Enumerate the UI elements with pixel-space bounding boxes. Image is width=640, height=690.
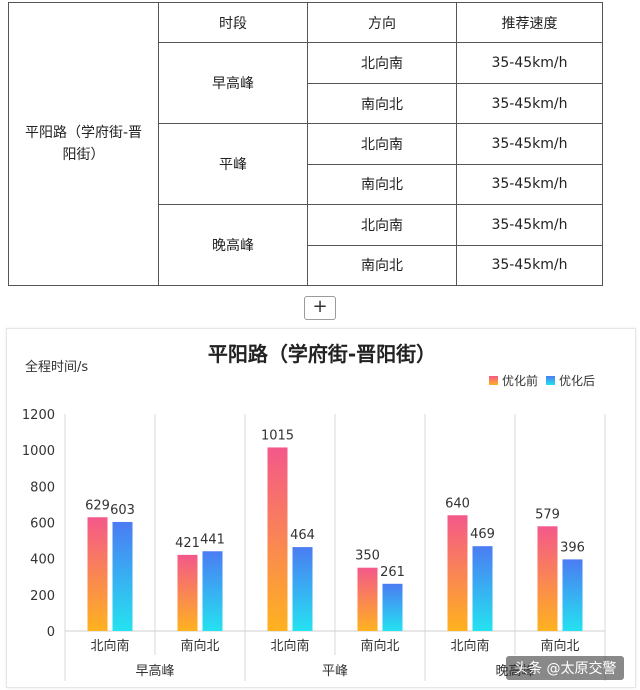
- chart-title: 平阳路（学府街-晋阳街）: [208, 342, 436, 366]
- road-name-cell: 平阳路（学府街-晋阳街）: [8, 2, 159, 286]
- group-label: 平峰: [322, 664, 348, 679]
- data-label: 350: [355, 549, 380, 564]
- bar: [177, 554, 198, 631]
- header-period: 时段: [158, 1, 308, 44]
- watermark: 头条 @太原交警: [506, 656, 625, 680]
- y-tick-label: 200: [30, 589, 55, 604]
- period-cell: 早高峰: [158, 42, 308, 125]
- bar: [267, 447, 288, 631]
- speed-table: 平阳路（学府街-晋阳街） 时段 方向 推荐速度 早高峰 北向南 35-45km/…: [8, 1, 603, 287]
- data-label: 603: [110, 503, 135, 518]
- bar: [472, 546, 493, 631]
- y-tick-label: 0: [47, 625, 55, 640]
- y-tick-label: 600: [30, 517, 55, 532]
- direction-cell: 南向北: [307, 244, 457, 287]
- direction-cell: 北向南: [307, 123, 457, 165]
- data-label: 261: [380, 565, 405, 580]
- data-label: 464: [290, 528, 315, 543]
- category-label: 北向南: [270, 638, 309, 654]
- speed-cell: 35-45km/h: [456, 163, 603, 206]
- speed-cell: 35-45km/h: [456, 42, 603, 84]
- y-axis-label: 全程时间/s: [25, 359, 88, 375]
- expand-button[interactable]: +: [304, 296, 336, 320]
- period-cell: 平峰: [158, 123, 308, 206]
- legend-label: 优化后: [559, 374, 595, 388]
- bar: [537, 526, 558, 631]
- legend-swatch: [489, 376, 498, 385]
- direction-cell: 北向南: [307, 42, 457, 84]
- header-speed: 推荐速度: [456, 1, 603, 44]
- speed-cell: 35-45km/h: [456, 204, 603, 246]
- data-label: 469: [470, 527, 495, 542]
- legend-swatch: [546, 376, 555, 385]
- data-label: 640: [445, 496, 470, 511]
- direction-cell: 南向北: [307, 163, 457, 206]
- bar: [382, 583, 403, 631]
- bar: [447, 515, 468, 631]
- data-label: 629: [85, 498, 110, 513]
- data-label: 1015: [261, 428, 294, 443]
- header-direction: 方向: [307, 1, 457, 44]
- direction-cell: 北向南: [307, 204, 457, 246]
- bar: [87, 517, 108, 631]
- y-tick-label: 1000: [22, 444, 55, 459]
- bar: [357, 567, 378, 631]
- group-label: 早高峰: [135, 663, 174, 679]
- speed-cell: 35-45km/h: [456, 82, 603, 125]
- data-label: 441: [200, 532, 225, 547]
- data-label: 579: [535, 507, 560, 522]
- bar: [112, 521, 133, 631]
- category-label: 南向北: [180, 638, 219, 654]
- category-label: 南向北: [360, 638, 399, 654]
- bar-chart: 平阳路（学府街-晋阳街） 全程时间/s 0 200 400 600 800 1000 120…: [22, 342, 606, 681]
- speed-cell: 35-45km/h: [456, 244, 603, 287]
- period-cell: 晚高峰: [158, 204, 308, 286]
- bar: [202, 551, 223, 631]
- category-label: 北向南: [450, 638, 489, 654]
- legend-label: 优化前: [502, 373, 538, 388]
- category-label: 南向北: [540, 638, 579, 654]
- bar: [562, 559, 583, 631]
- y-tick-label: 400: [30, 553, 55, 568]
- y-tick-label: 1200: [22, 408, 55, 423]
- data-label: 421: [175, 536, 200, 551]
- speed-table-grid: 平阳路（学府街-晋阳街） 时段 方向 推荐速度 早高峰 北向南 35-45km/…: [8, 1, 603, 287]
- direction-cell: 南向北: [307, 82, 457, 125]
- speed-cell: 35-45km/h: [456, 123, 603, 165]
- bar: [292, 547, 313, 631]
- chart-panel: 平阳路（学府街-晋阳街） 全程时间/s 0 200 400 600 800 1000 120…: [6, 328, 636, 688]
- y-tick-label: 800: [30, 480, 55, 495]
- category-label: 北向南: [90, 638, 129, 654]
- data-label: 396: [560, 540, 585, 555]
